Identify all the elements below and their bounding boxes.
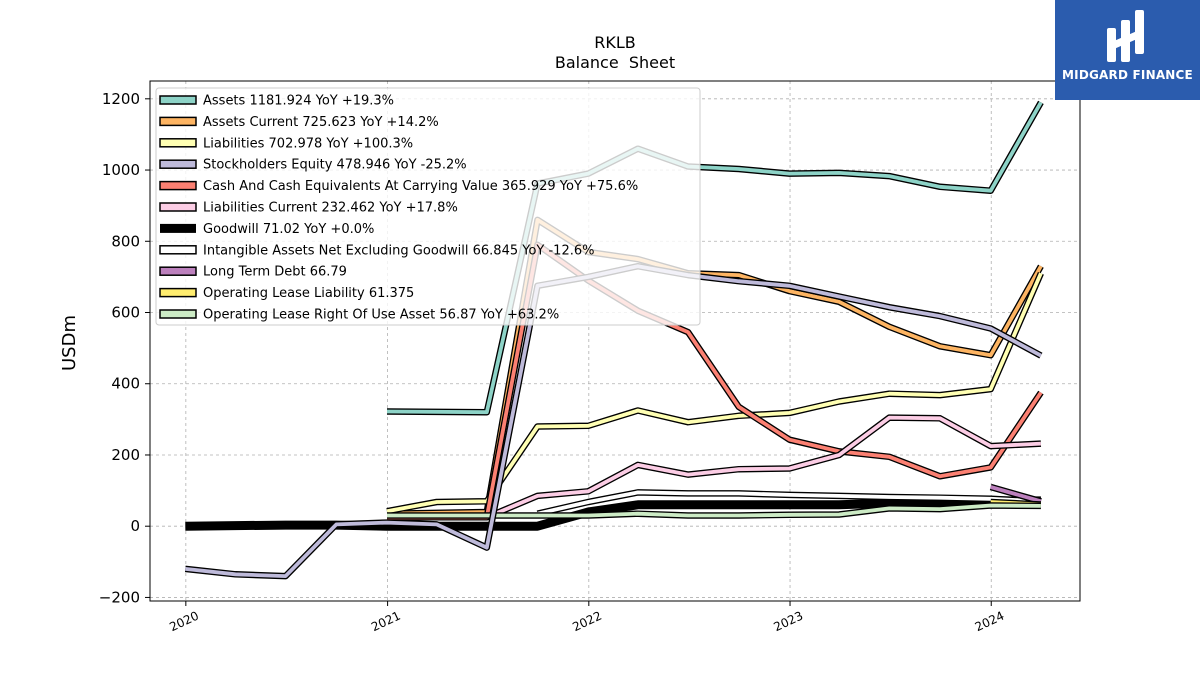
x-tick-label: 2020: [167, 609, 201, 635]
legend-entry-label: Goodwill 71.02 YoY +0.0%: [203, 222, 374, 237]
series-line-intangible-assets-net-excluding-goodwill: [536, 489, 1042, 517]
legend-entry-label: Intangible Assets Net Excluding Goodwill…: [203, 243, 594, 258]
y-tick-label: 800: [111, 232, 140, 250]
series-line-fill: [537, 490, 1041, 516]
x-tick-label: 2023: [772, 609, 806, 635]
y-tick-label: 1000: [102, 161, 140, 179]
legend-entry-label: Assets Current 725.623 YoY +14.2%: [203, 115, 439, 130]
brand-name: MIDGARD FINANCE: [1062, 68, 1193, 82]
legend-swatch: [160, 223, 196, 233]
midgard-logo-icon: [1107, 10, 1144, 62]
y-tick-label: 200: [111, 446, 140, 464]
legend-swatch: [159, 287, 197, 298]
brand-logo: MIDGARD FINANCE: [1055, 0, 1200, 100]
legend-entry-label: Assets 1181.924 YoY +19.3%: [203, 94, 394, 109]
legend-swatch: [159, 266, 197, 276]
legend-swatch: [159, 116, 197, 127]
y-tick-label: 1200: [102, 90, 140, 108]
y-tick-label: 0: [130, 517, 140, 535]
legend: Assets 1181.924 YoY +19.3% Assets Current…: [155, 87, 701, 326]
series-line-long-term-debt: [989, 483, 1042, 505]
plot-frame: [149, 80, 1081, 602]
legend-swatch: [159, 202, 197, 212]
legend-swatch: [159, 245, 197, 255]
legend-entry-label: Operating Lease Liability 61.375: [203, 286, 414, 301]
legend-entry-label: Liabilities 702.978 YoY +100.3%: [203, 136, 413, 151]
legend-box: [155, 87, 701, 326]
y-tick-label: −200: [99, 588, 140, 606]
legend-swatch: [159, 138, 197, 148]
legend-swatch: [159, 159, 197, 169]
x-tick-label: 2022: [570, 609, 604, 635]
chart-title: RKLB: [594, 33, 636, 52]
y-axis-label: USDm: [59, 315, 80, 371]
y-tick-label: 600: [111, 304, 140, 322]
chart-subtitle: Balance Sheet: [555, 53, 675, 72]
legend-entry-label: Long Term Debt 66.79: [203, 265, 347, 280]
axes: −200 0 200 400 600 800 1000 1200 2020 2021 2022 202…: [99, 80, 1081, 635]
series-line-liabilities-current: [485, 414, 1042, 521]
legend-entry-label: Operating Lease Right Of Use Asset 56.87…: [203, 308, 559, 323]
x-tick-label: 2024: [973, 609, 1007, 635]
legend-entry-label: Liabilities Current 232.462 YoY +17.8%: [203, 201, 458, 216]
legend-entry-label: Cash And Cash Equivalents At Carrying Va…: [203, 179, 638, 194]
series-line-fill: [990, 485, 1042, 504]
x-tick-label: 2021: [369, 609, 403, 635]
series-line-fill: [486, 415, 1041, 520]
y-tick-label: 400: [111, 375, 140, 393]
legend-swatch: [159, 180, 197, 191]
legend-entry-label: Stockholders Equity 478.946 YoY -25.2%: [203, 158, 467, 173]
legend-swatch: [159, 309, 197, 319]
legend-swatch: [159, 95, 197, 105]
